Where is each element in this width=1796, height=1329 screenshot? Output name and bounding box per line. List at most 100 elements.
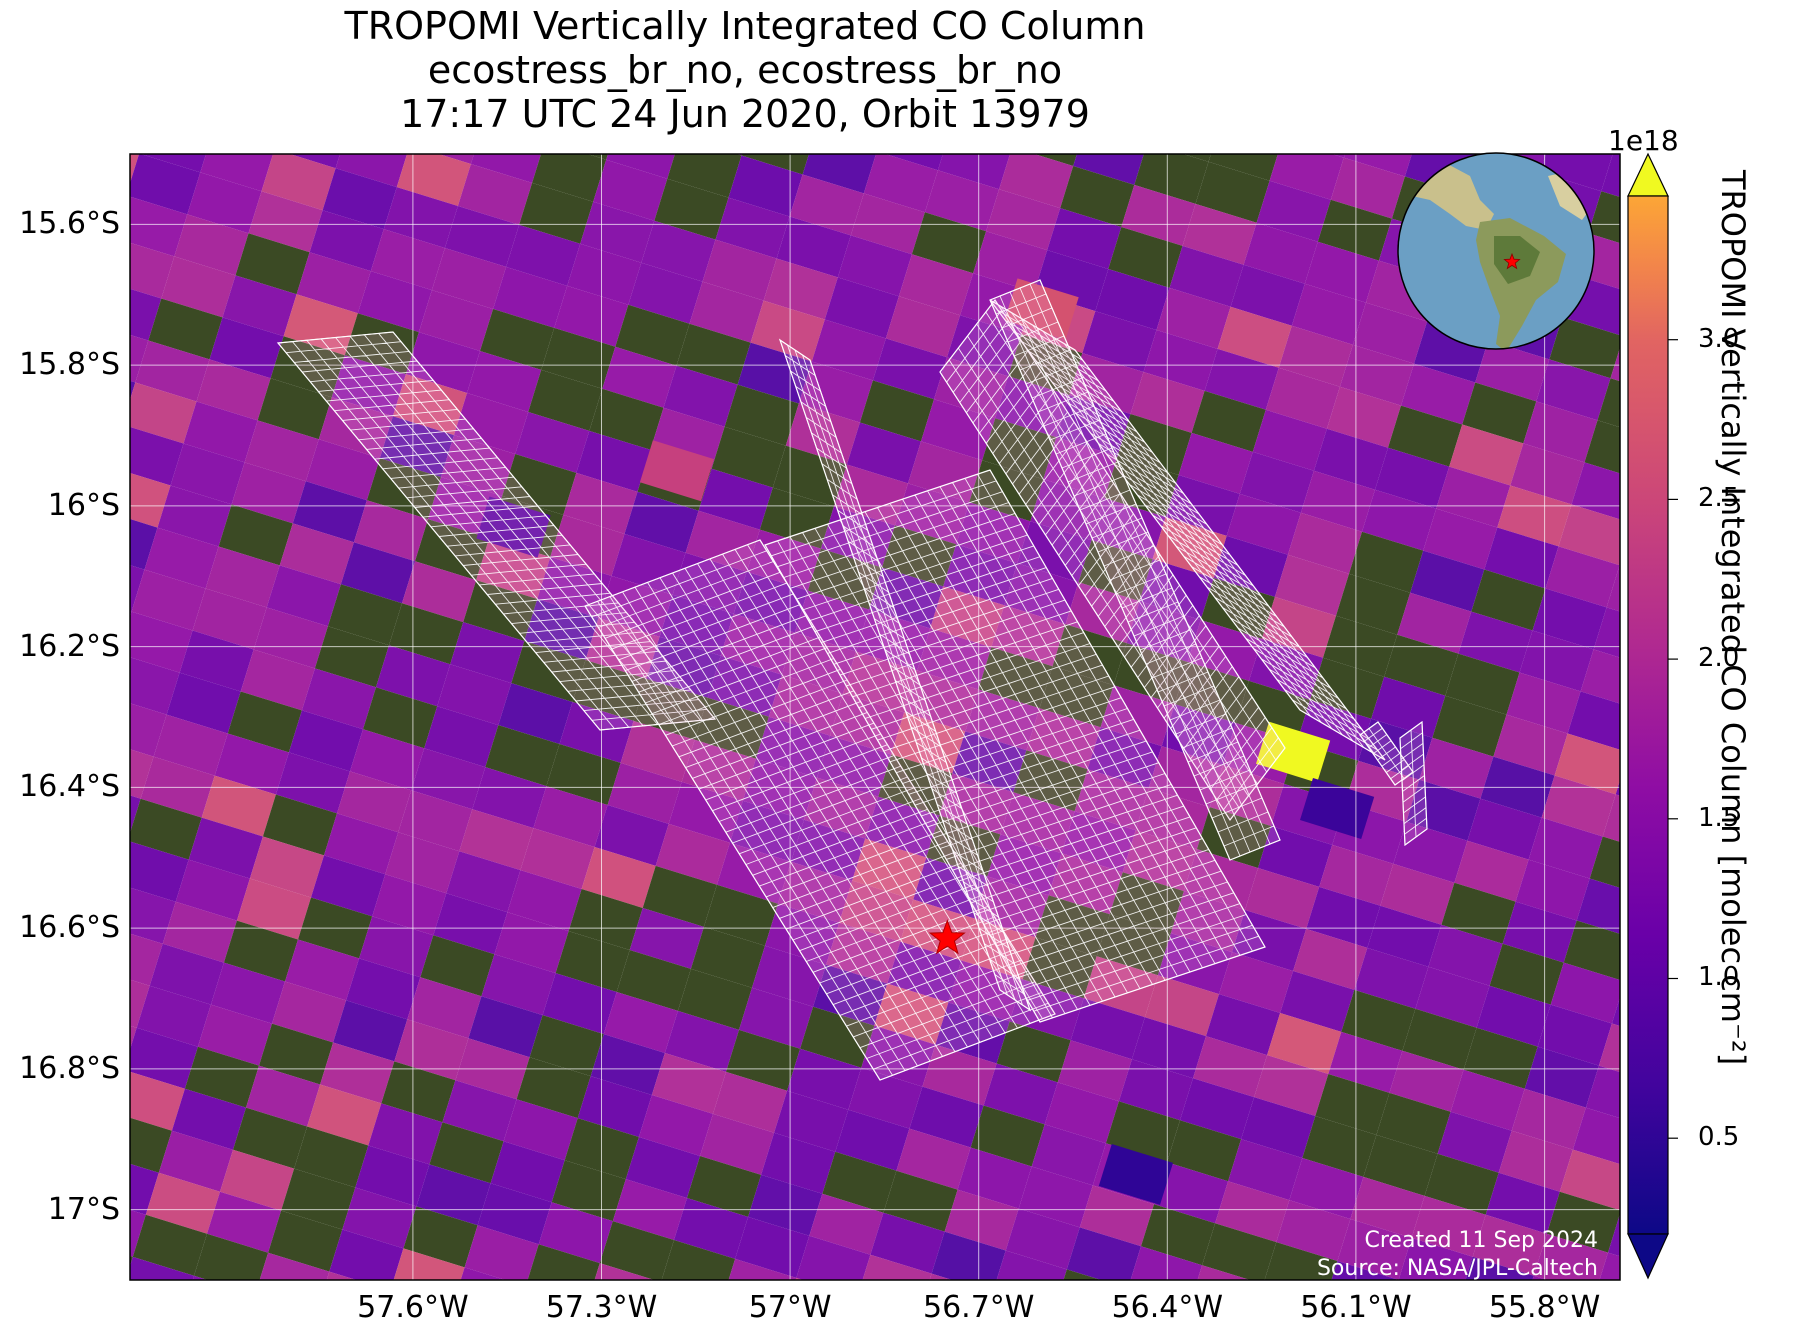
co-pixel bbox=[183, 401, 258, 463]
co-pixel bbox=[1118, 1059, 1193, 1121]
co-pixel bbox=[1546, 1191, 1620, 1253]
co-pixel bbox=[130, 1117, 172, 1173]
co-pixel bbox=[796, 1235, 871, 1280]
co-pixel bbox=[789, 174, 864, 236]
lon-tick-label: 56.4°W bbox=[1111, 1290, 1224, 1325]
co-pixel bbox=[289, 154, 340, 169]
co-pixel bbox=[1131, 1017, 1206, 1079]
co-pixel bbox=[503, 1099, 578, 1161]
co-pixel bbox=[107, 1299, 181, 1329]
co-pixel bbox=[1245, 868, 1320, 929]
lat-tick-label: 16.4°S bbox=[19, 769, 120, 805]
co-pixel bbox=[568, 889, 643, 950]
co-pixel bbox=[863, 154, 938, 213]
co-pixel bbox=[249, 836, 324, 898]
lon-tick-label: 57.3°W bbox=[545, 1290, 658, 1325]
co-pixel bbox=[1515, 859, 1590, 921]
co-pixel bbox=[813, 964, 888, 1026]
credit-created: Created 11 Sep 2024 bbox=[1364, 1228, 1599, 1253]
co-pixel bbox=[389, 603, 464, 665]
co-pixel bbox=[244, 420, 319, 482]
co-pixel bbox=[599, 1221, 674, 1280]
co-pixel bbox=[218, 504, 293, 566]
co-pixel bbox=[1375, 447, 1450, 509]
co-pixel bbox=[1232, 910, 1307, 971]
co-pixel bbox=[1206, 994, 1281, 1056]
co-pixel bbox=[213, 88, 287, 149]
co-pixel bbox=[1485, 1172, 1560, 1234]
co-pixel bbox=[1528, 817, 1603, 879]
co-pixel bbox=[1571, 462, 1620, 520]
colorbar-tick-label: 2.5 bbox=[1698, 483, 1740, 514]
co-pixel bbox=[420, 935, 495, 997]
co-pixel bbox=[460, 1267, 506, 1280]
co-pixel bbox=[1182, 203, 1257, 265]
co-pixel bbox=[333, 1000, 408, 1062]
co-pixel bbox=[1065, 582, 1140, 644]
globe-site-star-icon bbox=[1503, 252, 1521, 270]
co-pixel bbox=[472, 767, 547, 829]
co-pixel bbox=[1424, 1153, 1499, 1215]
co-pixel bbox=[1086, 82, 1160, 143]
co-pixel bbox=[995, 376, 1070, 438]
co-pixel bbox=[681, 739, 756, 801]
co-pixel bbox=[1222, 78, 1296, 139]
co-pixel bbox=[1079, 1185, 1154, 1247]
co-pixel bbox=[405, 332, 480, 393]
co-pixel bbox=[781, 632, 856, 694]
co-pixel bbox=[372, 874, 447, 936]
co-pixel bbox=[1082, 311, 1157, 372]
co-pixel bbox=[314, 626, 389, 688]
co-pixel bbox=[982, 418, 1057, 480]
co-pixel bbox=[872, 338, 947, 400]
co-pixel bbox=[1209, 765, 1284, 826]
co-pixel bbox=[1326, 386, 1401, 448]
co-pixel bbox=[1256, 180, 1331, 242]
co-pixel bbox=[1402, 1008, 1477, 1070]
co-pixel bbox=[911, 212, 987, 274]
co-pixel bbox=[774, 1090, 849, 1152]
co-pixel bbox=[1208, 154, 1278, 181]
co-pixel bbox=[741, 154, 809, 175]
co-pixel bbox=[318, 397, 393, 459]
co-pixel bbox=[1545, 546, 1620, 608]
co-pixel bbox=[1073, 154, 1144, 185]
co-pixel bbox=[1536, 359, 1611, 421]
co-column-pixels bbox=[107, 78, 1620, 1329]
co-pixel bbox=[175, 859, 250, 921]
co-pixel bbox=[162, 901, 237, 963]
co-pixel bbox=[130, 196, 188, 257]
co-pixel bbox=[1293, 928, 1368, 990]
co-pixel bbox=[551, 1160, 626, 1222]
lat-tick-label: 15.6°S bbox=[19, 206, 120, 242]
co-pixel bbox=[1363, 1134, 1438, 1196]
lon-tick-label: 57.6°W bbox=[357, 1290, 469, 1325]
co-pixel bbox=[1183, 154, 1211, 162]
co-pixel bbox=[130, 703, 167, 757]
co-pixel bbox=[130, 519, 158, 570]
co-pixel bbox=[1130, 1246, 1203, 1280]
co-pixel bbox=[1550, 962, 1620, 1024]
co-pixel bbox=[611, 533, 686, 595]
co-pixel bbox=[130, 841, 189, 902]
co-pixel bbox=[368, 1103, 443, 1165]
co-pixel bbox=[883, 1170, 958, 1232]
co-pixel bbox=[791, 819, 866, 881]
co-pixel bbox=[418, 290, 494, 351]
co-pixel bbox=[130, 380, 136, 400]
co-pixel bbox=[1083, 956, 1158, 1018]
co-pixel bbox=[130, 242, 175, 299]
co-pixel bbox=[1576, 878, 1620, 934]
co-pixel bbox=[1300, 470, 1375, 532]
co-pixel bbox=[262, 794, 337, 856]
co-pixel bbox=[322, 168, 397, 230]
co-pixel bbox=[1066, 1227, 1141, 1280]
co-pixel bbox=[785, 403, 860, 465]
co-pixel bbox=[951, 86, 1025, 147]
co-pixel bbox=[931, 1231, 1006, 1280]
co-pixel-highlight bbox=[639, 440, 714, 502]
co-pixel bbox=[1350, 1176, 1425, 1238]
co-pixel bbox=[236, 878, 311, 940]
co-pixel bbox=[987, 834, 1062, 896]
co-pixel bbox=[272, 981, 347, 1043]
